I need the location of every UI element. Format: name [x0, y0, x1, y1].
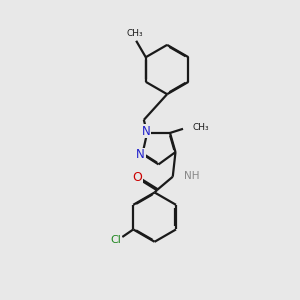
- Text: Cl: Cl: [111, 236, 122, 245]
- Text: N: N: [142, 125, 151, 138]
- Text: O: O: [133, 171, 142, 184]
- Text: NH: NH: [184, 171, 199, 181]
- Text: CH₃: CH₃: [126, 29, 143, 38]
- Text: N: N: [136, 148, 145, 161]
- Text: CH₃: CH₃: [193, 123, 209, 132]
